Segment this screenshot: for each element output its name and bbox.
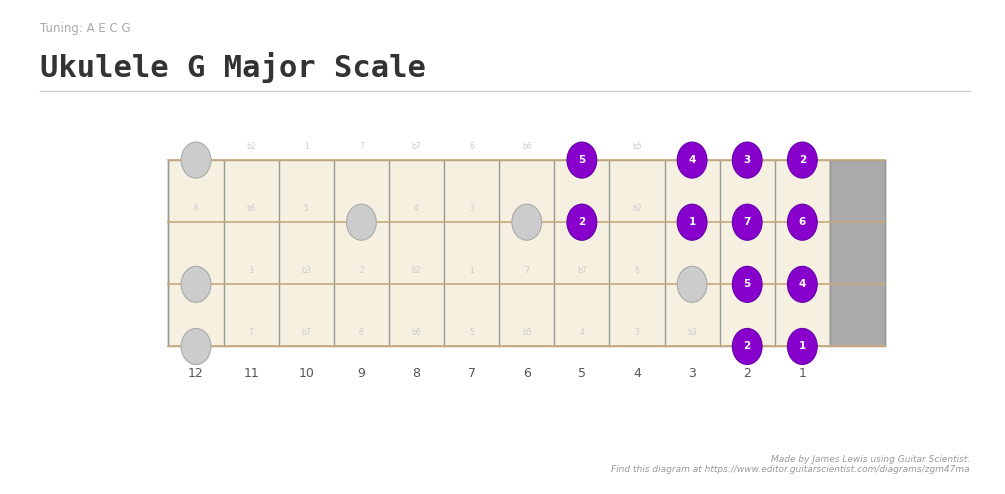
Ellipse shape (788, 266, 817, 302)
Text: b5: b5 (357, 204, 366, 213)
Text: 2: 2 (799, 155, 806, 165)
Text: 7: 7 (467, 368, 475, 380)
Text: 11: 11 (243, 368, 259, 380)
Ellipse shape (788, 329, 817, 365)
Text: b3: b3 (522, 204, 532, 213)
Text: 3: 3 (469, 204, 474, 213)
Text: 5: 5 (744, 279, 751, 289)
Text: b6: b6 (246, 204, 256, 213)
Text: b3: b3 (302, 266, 312, 275)
Ellipse shape (788, 142, 817, 178)
Text: 7: 7 (525, 266, 530, 275)
Text: 7: 7 (248, 329, 253, 337)
Text: 8: 8 (412, 368, 420, 380)
Ellipse shape (733, 142, 762, 178)
Ellipse shape (677, 204, 707, 240)
Text: 10: 10 (298, 368, 315, 380)
Ellipse shape (567, 204, 597, 240)
Text: 5: 5 (469, 329, 474, 337)
Text: 2: 2 (580, 204, 584, 213)
Text: 4: 4 (633, 368, 641, 380)
Text: 6: 6 (194, 204, 198, 213)
Text: 1: 1 (799, 341, 806, 351)
Text: b5: b5 (798, 266, 807, 275)
Text: 2: 2 (745, 329, 750, 337)
Text: 1: 1 (194, 329, 198, 337)
Text: 1: 1 (689, 204, 694, 213)
Ellipse shape (788, 204, 817, 240)
Text: 4: 4 (194, 266, 198, 275)
Text: 5: 5 (304, 204, 309, 213)
Text: 4: 4 (688, 155, 695, 165)
Ellipse shape (733, 204, 762, 240)
Text: b5: b5 (632, 142, 642, 151)
Text: 3: 3 (634, 329, 639, 337)
Text: b6: b6 (412, 329, 421, 337)
Text: 9: 9 (358, 368, 366, 380)
Text: 2: 2 (194, 142, 198, 151)
Ellipse shape (677, 266, 707, 302)
Text: Made by James Lewis using Guitar Scientist.
Find this diagram at https://www.edi: Made by James Lewis using Guitar Scienti… (611, 455, 970, 474)
Text: 3: 3 (248, 266, 253, 275)
Text: 6: 6 (634, 266, 639, 275)
Ellipse shape (567, 204, 597, 240)
Text: b3: b3 (798, 142, 807, 151)
Ellipse shape (347, 204, 376, 240)
Text: 7: 7 (744, 217, 751, 227)
Text: 3: 3 (744, 155, 751, 165)
Ellipse shape (512, 204, 542, 240)
Text: 1: 1 (688, 217, 695, 227)
Ellipse shape (733, 329, 762, 365)
Text: b6: b6 (522, 142, 532, 151)
Text: b2: b2 (412, 266, 421, 275)
Text: 3: 3 (688, 368, 696, 380)
Ellipse shape (181, 142, 211, 178)
Text: 5: 5 (580, 142, 584, 151)
Text: 2: 2 (744, 368, 751, 380)
Text: b7: b7 (798, 204, 807, 213)
Text: Tuning: A E C G: Tuning: A E C G (40, 22, 131, 35)
FancyBboxPatch shape (830, 160, 885, 346)
Text: b6: b6 (687, 266, 697, 275)
Text: b2: b2 (798, 329, 807, 337)
Text: 2: 2 (744, 341, 751, 351)
Text: 12: 12 (188, 368, 204, 380)
Text: 5: 5 (578, 155, 586, 165)
Text: 7: 7 (359, 142, 364, 151)
Text: b7: b7 (302, 329, 312, 337)
Text: 5: 5 (578, 368, 586, 380)
Text: 6: 6 (469, 142, 474, 151)
Ellipse shape (677, 142, 707, 178)
Text: 1: 1 (798, 368, 806, 380)
FancyBboxPatch shape (169, 160, 830, 346)
Text: 6: 6 (359, 329, 364, 337)
Text: 2: 2 (578, 217, 586, 227)
Text: 4: 4 (799, 279, 806, 289)
Text: 1: 1 (304, 142, 309, 151)
Text: 4: 4 (580, 329, 584, 337)
Text: 2: 2 (359, 266, 364, 275)
Ellipse shape (733, 266, 762, 302)
Text: b5: b5 (522, 329, 532, 337)
Ellipse shape (181, 329, 211, 365)
Text: b2: b2 (246, 142, 256, 151)
Text: 4: 4 (414, 204, 419, 213)
Text: 4: 4 (689, 142, 694, 151)
Ellipse shape (181, 266, 211, 302)
Text: 1: 1 (469, 266, 474, 275)
Text: 6: 6 (799, 217, 806, 227)
Text: b2: b2 (632, 204, 642, 213)
Text: b3: b3 (687, 329, 697, 337)
Text: 3: 3 (745, 142, 750, 151)
Text: b7: b7 (577, 266, 587, 275)
Text: 5: 5 (745, 266, 750, 275)
Ellipse shape (567, 142, 597, 178)
Text: 7: 7 (745, 204, 750, 213)
Text: Ukulele G Major Scale: Ukulele G Major Scale (40, 52, 426, 83)
Text: 6: 6 (523, 368, 531, 380)
Text: b7: b7 (412, 142, 421, 151)
